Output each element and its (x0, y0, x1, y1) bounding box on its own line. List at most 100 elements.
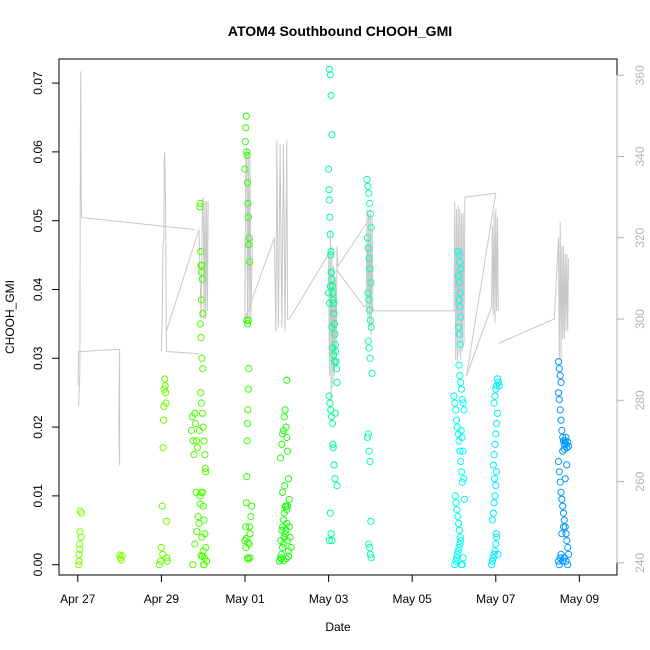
data-point (202, 468, 210, 476)
data-point (564, 550, 573, 559)
data-point (363, 175, 371, 183)
data-point (201, 464, 209, 472)
data-point (197, 399, 206, 407)
data-point (245, 234, 253, 242)
y-axis-label: CHOOH_GMI (3, 280, 17, 354)
data-point (200, 561, 208, 569)
data-point (559, 502, 567, 510)
data-point (459, 399, 467, 407)
data-point (455, 323, 463, 331)
data-point (563, 461, 571, 469)
data-point (330, 299, 338, 307)
data-point (454, 512, 462, 521)
data-point (494, 378, 502, 386)
data-point (450, 392, 458, 400)
data-point (365, 254, 373, 263)
right-axis: 240 260 280 300 320 340 360 (616, 65, 647, 573)
data-point (492, 482, 500, 490)
data-point (279, 516, 288, 524)
data-point (457, 426, 465, 435)
data-point (246, 258, 254, 266)
data-point (460, 475, 468, 483)
y-tick-label: 0.05 (31, 209, 45, 233)
data-point (457, 265, 465, 273)
x-tick-label: Apr 29 (144, 592, 180, 606)
data-point (490, 399, 498, 407)
data-point (365, 540, 373, 548)
right-tick-label: 240 (633, 552, 647, 572)
data-point (456, 289, 464, 297)
data-point (197, 334, 205, 342)
data-point (455, 330, 463, 338)
data-point (366, 199, 374, 208)
data-point (157, 543, 165, 552)
data-point (196, 203, 204, 211)
data-point (243, 473, 251, 481)
data-point (163, 557, 171, 565)
data-point (490, 475, 499, 483)
data-point (75, 550, 83, 559)
data-point (244, 555, 252, 563)
data-point (244, 199, 252, 208)
data-point (452, 499, 460, 507)
data-point (365, 189, 373, 197)
data-point (328, 323, 336, 331)
data-point (325, 299, 333, 307)
data-point (282, 554, 290, 563)
data-point (455, 526, 463, 534)
data-point (283, 376, 291, 384)
data-point (327, 248, 335, 256)
data-point (325, 196, 333, 204)
data-point (325, 392, 333, 400)
data-point (489, 509, 497, 517)
data-point (555, 396, 563, 404)
data-point (198, 409, 206, 417)
data-point (118, 552, 126, 560)
data-point (194, 512, 202, 521)
data-point (286, 533, 294, 541)
data-point (75, 561, 83, 569)
data-point (558, 495, 566, 503)
data-point (490, 550, 498, 559)
data-point (327, 268, 335, 276)
data-point (455, 519, 463, 528)
data-point (242, 499, 250, 507)
y-tick-label: 0.01 (31, 484, 45, 508)
data-point (190, 451, 198, 459)
data-point (162, 389, 170, 397)
data-point (457, 385, 466, 393)
data-point (200, 516, 208, 524)
x-tick-label: May 09 (560, 592, 600, 606)
data-point (454, 248, 462, 256)
data-point (329, 289, 337, 297)
data-point (77, 533, 85, 541)
data-point (284, 475, 293, 483)
data-point (326, 282, 334, 290)
data-point (452, 557, 460, 565)
data-point (328, 537, 336, 545)
data-point (488, 516, 496, 524)
data-point (330, 461, 338, 469)
data-point (331, 409, 339, 417)
data-point (454, 547, 462, 555)
line-segment-5 (244, 140, 290, 332)
data-point (366, 354, 374, 362)
data-point (159, 416, 168, 424)
data-point (243, 148, 251, 156)
data-point (367, 323, 375, 331)
x-axis: Apr 27 Apr 29 May 01 May 03 May 05 May 07 May … (60, 574, 600, 606)
data-point (281, 406, 289, 414)
data-point (492, 530, 500, 538)
y-tick-label: 0.07 (31, 71, 45, 95)
data-point (191, 409, 199, 417)
right-tick-label: 340 (633, 146, 647, 166)
data-point (277, 537, 285, 545)
data-point (562, 433, 570, 441)
x-axis-label: Date (325, 620, 351, 634)
data-point (245, 241, 253, 249)
data-point (554, 389, 563, 397)
line-segment-4 (244, 148, 253, 320)
data-point (559, 447, 567, 455)
data-point (455, 543, 463, 552)
data-point (199, 365, 207, 373)
